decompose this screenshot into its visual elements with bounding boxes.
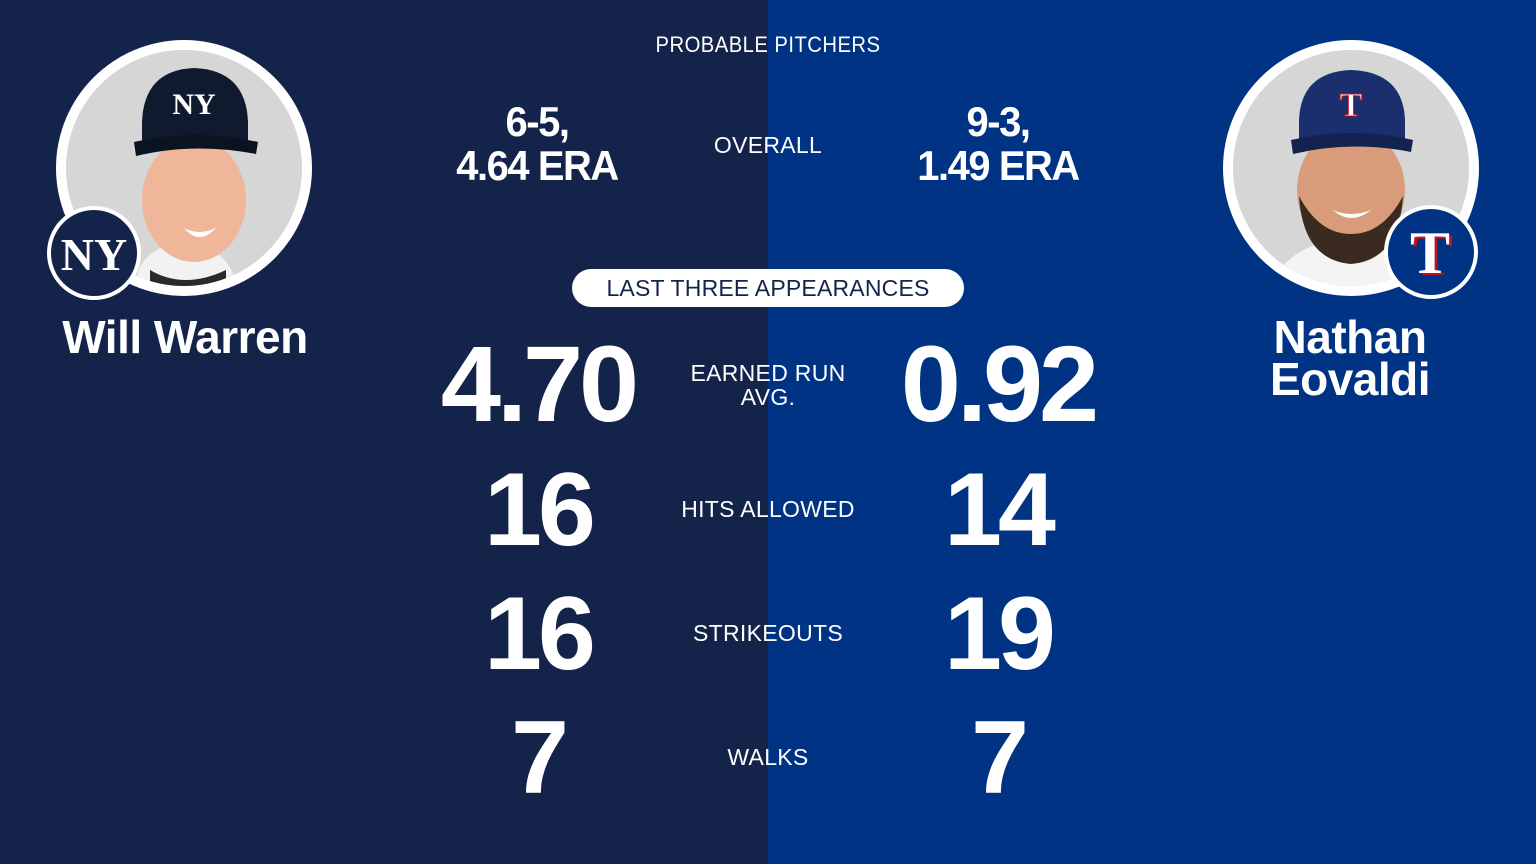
page-title: PROBABLE PITCHERS: [655, 32, 881, 57]
stat-label-line2: AVG.: [740, 384, 796, 410]
right-overall-record: 9-3, 1.49 ERA: [856, 100, 1141, 188]
right-pitcher-photo: T: [1223, 40, 1479, 296]
stat-label-hits: HITS ALLOWED: [681, 496, 855, 522]
yankees-logo-icon: NY: [47, 206, 141, 300]
stat-label-era: EARNED RUN AVG.: [618, 361, 918, 409]
left-pitcher-name: Will Warren: [62, 311, 308, 363]
svg-text:T: T: [1413, 222, 1453, 287]
right-pitcher-name: Nathan Eovaldi: [1200, 311, 1500, 405]
left-strikeouts-stat: 16: [484, 576, 596, 692]
right-record: 9-3,: [966, 98, 1030, 145]
left-overall-record: 6-5, 4.64 ERA: [395, 100, 680, 188]
svg-text:NY: NY: [172, 88, 216, 121]
right-pitcher-last-name: Eovaldi: [1269, 353, 1431, 405]
left-record: 6-5,: [505, 98, 569, 145]
rangers-logo-icon: T T: [1384, 205, 1478, 299]
left-era-stat: 4.70: [440, 323, 639, 444]
left-era: 4.64 ERA: [456, 142, 619, 189]
left-hits-stat: 16: [484, 452, 596, 568]
left-walks-stat: 7: [511, 700, 569, 816]
overall-label: OVERALL: [713, 132, 823, 158]
svg-text:T: T: [1410, 220, 1450, 286]
right-era: 1.49 ERA: [917, 142, 1080, 189]
stat-label-strikeouts: STRIKEOUTS: [693, 620, 843, 646]
stat-label-line1: EARNED RUN: [690, 360, 846, 386]
player-headshot-icon: T: [1233, 50, 1469, 286]
right-pitcher-first-name: Nathan: [1273, 311, 1427, 363]
right-walks-stat: 7: [971, 700, 1029, 816]
stat-label-walks: WALKS: [727, 744, 809, 770]
right-strikeouts-stat: 19: [944, 576, 1056, 692]
right-era-stat: 0.92: [900, 323, 1099, 444]
svg-text:T: T: [1340, 87, 1363, 124]
svg-text:NY: NY: [61, 229, 127, 280]
right-hits-stat: 14: [944, 452, 1056, 568]
section-header-pill: LAST THREE APPEARANCES: [572, 269, 964, 307]
